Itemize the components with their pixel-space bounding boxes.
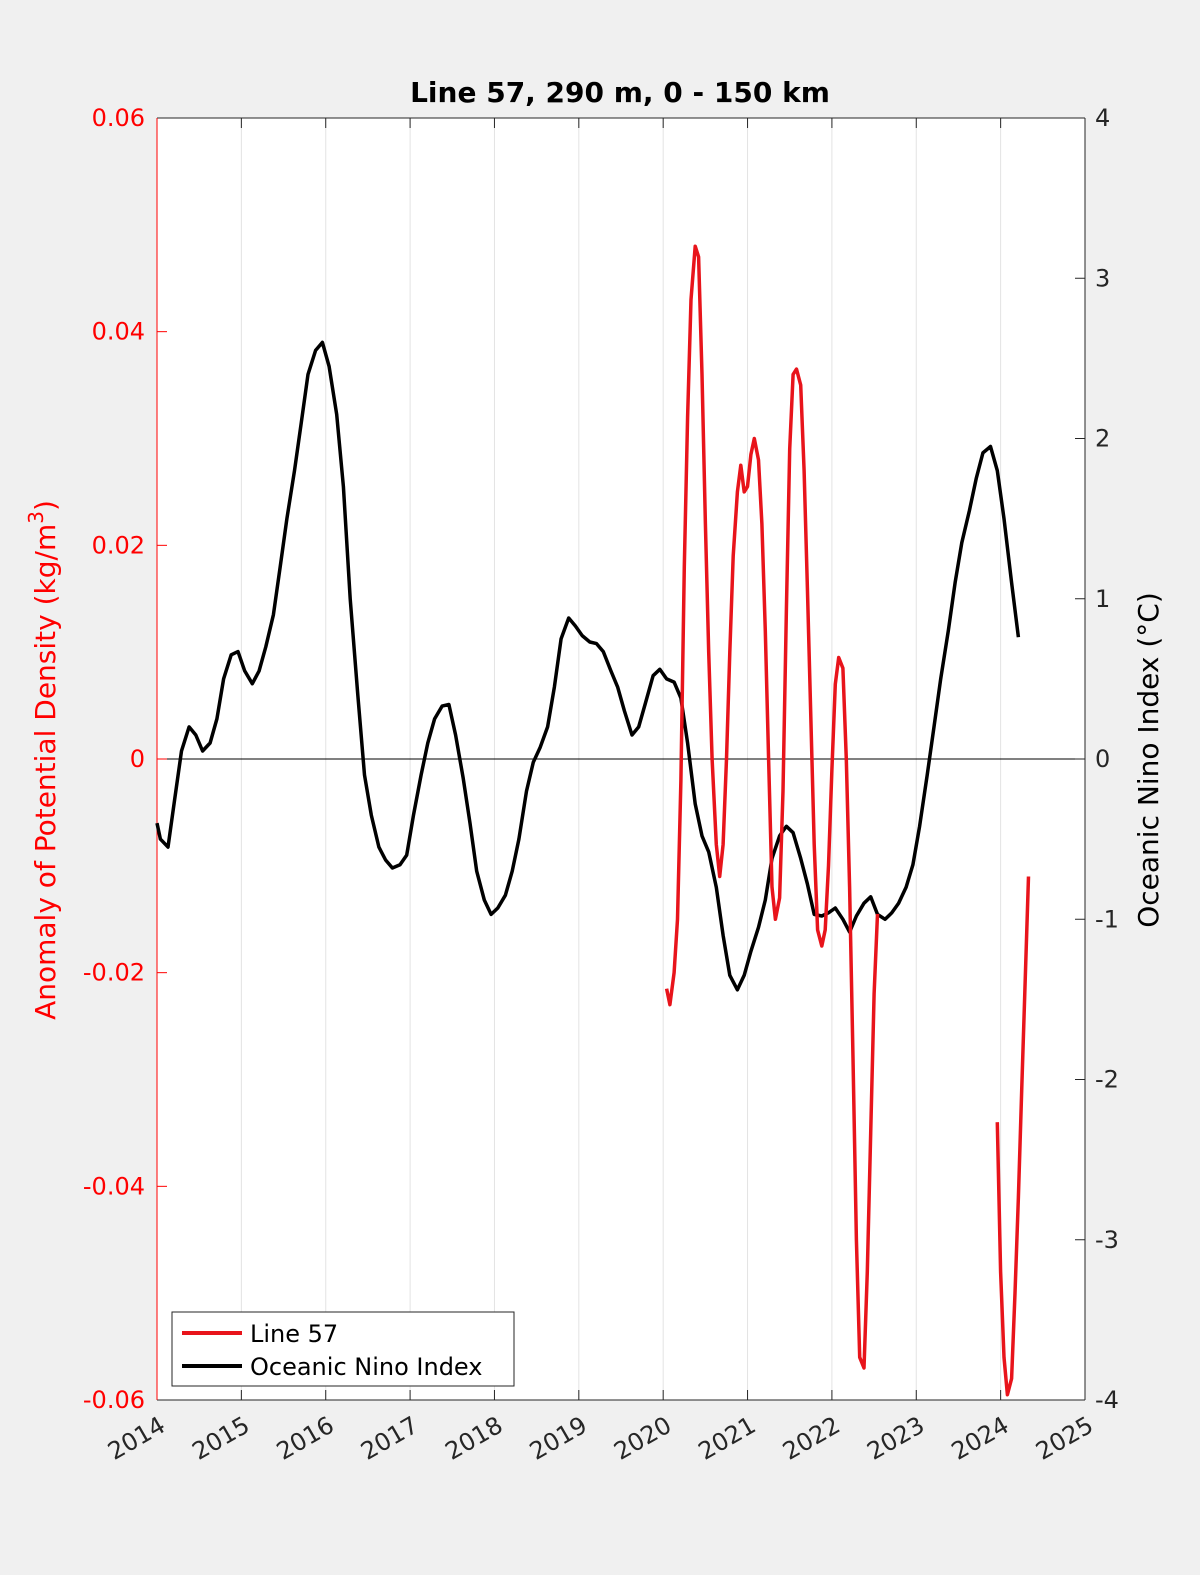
right-tick-label-0: 0 [1095,745,1110,773]
left-tick-label--0.02: -0.02 [83,959,145,987]
x-tick-label-2017: 2017 [356,1411,423,1466]
series-line57-segment-1 [664,244,880,1370]
right-tick-label-2: 2 [1095,425,1110,453]
left-axis-label-main: Anomaly of Potential Density (kg/m [29,524,62,1020]
series-line57-segment-2 [995,876,1031,1397]
legend-box [171,1311,515,1387]
x-tick-label-2020: 2020 [609,1411,676,1466]
x-tick-label-2021: 2021 [694,1411,761,1466]
left-tick-label--0.06: -0.06 [83,1386,145,1414]
left-tick-label--0.04: -0.04 [83,1172,145,1200]
left-axis-label: Anomaly of Potential Density (kg/m3) [24,500,62,1020]
x-tick-label-2024: 2024 [947,1411,1014,1466]
x-tick-label-2025: 2025 [1031,1411,1098,1466]
chart-title: Line 57, 290 m, 0 - 150 km [410,76,830,109]
x-tick-label-2019: 2019 [525,1411,592,1466]
left-axis-label-close: ) [29,500,62,511]
right-axis-label: Oceanic Nino Index (°C) [1132,592,1165,928]
right-tick-label--1: -1 [1095,905,1119,933]
right-tick-label--4: -4 [1095,1386,1119,1414]
right-tick-label-4: 4 [1095,104,1110,132]
right-tick-label--2: -2 [1095,1066,1119,1094]
left-tick-label-0.06: 0.06 [92,104,145,132]
x-tick-label-2022: 2022 [778,1411,845,1466]
left-tick-label-0.02: 0.02 [92,531,145,559]
left-tick-label-0: 0 [130,745,145,773]
right-tick-label--3: -3 [1095,1226,1119,1254]
series-oni-line [155,340,1021,992]
legend-label-oni: Oceanic Nino Index [250,1353,482,1381]
left-tick-label-0.04: 0.04 [92,318,145,346]
x-tick-label-2014: 2014 [103,1411,170,1466]
x-tick-label-2015: 2015 [187,1411,254,1466]
left-axis-label-sup: 3 [24,511,48,524]
legend-label-line57: Line 57 [250,1320,338,1348]
x-tick-label-2016: 2016 [272,1411,339,1466]
x-tick-label-2023: 2023 [862,1411,929,1466]
right-tick-label-3: 3 [1095,264,1110,292]
x-tick-label-2018: 2018 [441,1411,508,1466]
right-tick-label-1: 1 [1095,585,1110,613]
legend: Line 57 Oceanic Nino Index [171,1311,515,1387]
plot-layer: 2014 2015 2016 2017 2018 2019 2020 2021 2022 2023… [83,104,1119,1466]
